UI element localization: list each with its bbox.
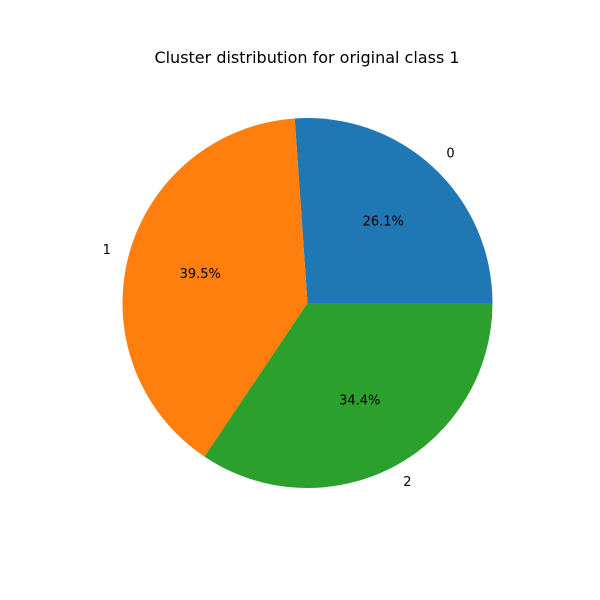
slice-label-2: 2: [403, 475, 411, 490]
slice-percent-0: 26.1%: [363, 214, 404, 229]
pie-slice-2: [204, 303, 493, 489]
pie-slice-1: [122, 118, 308, 457]
pie-slices: [122, 117, 493, 489]
slice-label-0: 0: [446, 147, 454, 162]
pie-slice-0: [294, 117, 493, 303]
slice-percent-2: 34.4%: [339, 393, 380, 408]
slice-percent-1: 39.5%: [180, 267, 221, 282]
slice-label-1: 1: [103, 243, 111, 258]
pie-labels: 0 26.1% 1 39.5% 2 34.4%: [103, 147, 455, 490]
chart-title: Cluster distribution for original class …: [154, 48, 459, 67]
